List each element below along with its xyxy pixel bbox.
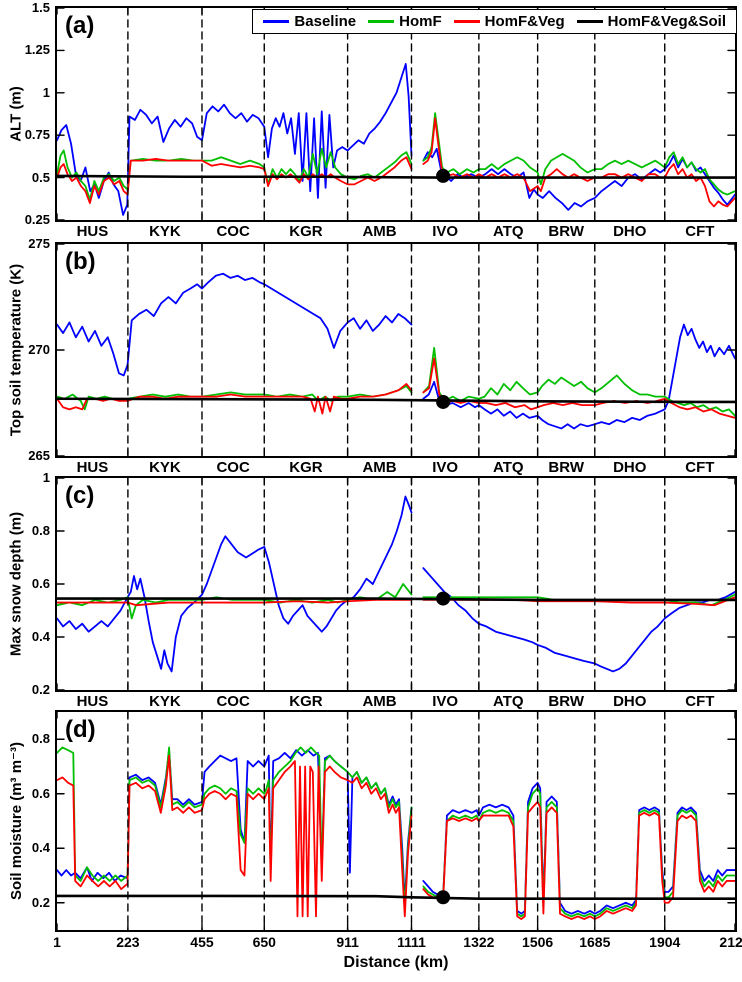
y-tick-label: 0.6 xyxy=(31,785,50,801)
panel-c-plot-max-snow-depth xyxy=(55,476,737,692)
panel-b-letter: (b) xyxy=(65,248,96,275)
y-tick-label: 0.2 xyxy=(31,894,50,910)
y-tick-label: 275 xyxy=(28,236,50,251)
legend-item-homf-veg-soil: HomF&Veg&Soil xyxy=(576,13,726,30)
x-tick-label: 2124 xyxy=(719,934,742,950)
region-label-ivo: IVO xyxy=(432,459,459,476)
legend-item-label: HomF&Veg xyxy=(484,13,565,30)
region-label-dho: DHO xyxy=(613,693,647,710)
panel-d-y-axis-title: Soil moisture (m³ m⁻³) xyxy=(8,742,25,900)
legend-line-sample xyxy=(368,20,395,23)
x-tick-label: 1685 xyxy=(579,934,611,950)
region-label-atq: ATQ xyxy=(492,459,524,476)
y-tick-label: 1 xyxy=(42,470,50,485)
region-label-atq: ATQ xyxy=(492,223,524,240)
panel-c-letter: (c) xyxy=(65,482,95,509)
region-label-dho: DHO xyxy=(613,459,647,476)
region-label-hus: HUS xyxy=(76,223,109,240)
y-tick-label: 1.25 xyxy=(24,42,50,58)
region-label-coc: COC xyxy=(216,693,250,710)
x-tick-label: 650 xyxy=(252,934,276,950)
region-label-cft: CFT xyxy=(685,223,715,240)
panel-a-plot-alt xyxy=(55,6,737,222)
y-tick-label: 1.5 xyxy=(31,0,50,15)
region-label-kyk: KYK xyxy=(149,459,181,476)
x-tick-label: 223 xyxy=(116,934,140,950)
region-label-cft: CFT xyxy=(685,459,715,476)
legend-item-label: Baseline xyxy=(294,13,357,30)
legend-item-homf: HomF xyxy=(368,13,442,30)
region-label-amb: AMB xyxy=(362,223,397,240)
x-axis-title: Distance (km) xyxy=(343,954,449,971)
region-label-brw: BRW xyxy=(548,693,584,710)
x-tick-label: 1111 xyxy=(397,934,426,950)
region-label-amb: AMB xyxy=(362,693,397,710)
region-label-kgr: KGR xyxy=(289,693,323,710)
legend-item-label: HomF xyxy=(399,13,442,30)
region-label-atq: ATQ xyxy=(492,693,524,710)
x-tick-label: 911 xyxy=(336,934,359,950)
y-tick-label: 0.8 xyxy=(31,523,50,538)
region-label-cft: CFT xyxy=(685,693,715,710)
y-tick-label: 270 xyxy=(28,342,50,357)
legend: Baseline HomF HomF&Veg HomF&Veg&Soil xyxy=(252,9,737,34)
region-label-ivo: IVO xyxy=(432,223,459,240)
y-tick-label: 0.8 xyxy=(31,731,50,747)
region-label-dho: DHO xyxy=(613,223,647,240)
region-label-hus: HUS xyxy=(76,693,109,710)
x-tick-label: 455 xyxy=(190,934,214,950)
legend-line-sample xyxy=(263,20,290,23)
panel-d-plot-soil-moisture xyxy=(55,710,737,932)
y-tick-label: 265 xyxy=(28,448,50,463)
region-label-coc: COC xyxy=(216,459,250,476)
legend-line-sample xyxy=(453,20,480,23)
region-label-coc: COC xyxy=(216,223,250,240)
panel-a-letter: (a) xyxy=(65,12,95,39)
panel-d-letter: (d) xyxy=(65,716,96,743)
y-tick-label: 0.25 xyxy=(24,212,50,227)
y-tick-label: 0.6 xyxy=(31,576,50,591)
region-label-hus: HUS xyxy=(76,459,109,476)
region-label-brw: BRW xyxy=(548,459,584,476)
region-label-kyk: KYK xyxy=(149,693,181,710)
y-tick-label: 0.2 xyxy=(31,682,50,697)
x-tick-label: 1 xyxy=(53,934,61,950)
region-label-brw: BRW xyxy=(548,223,584,240)
legend-item-homf-veg: HomF&Veg xyxy=(453,13,565,30)
region-label-kgr: KGR xyxy=(289,459,323,476)
x-tick-label: 1904 xyxy=(649,934,681,950)
region-label-kyk: KYK xyxy=(149,223,181,240)
y-tick-label: 0.4 xyxy=(31,840,50,856)
legend-item-baseline: Baseline xyxy=(263,13,356,30)
y-tick-label: 0.4 xyxy=(31,629,50,644)
y-tick-label: 0.5 xyxy=(31,169,50,185)
panel-b-plot-soil-temperature xyxy=(55,242,737,458)
y-tick-label: 1 xyxy=(42,84,50,100)
x-tick-label: 1322 xyxy=(463,934,495,950)
legend-item-label: HomF&Veg&Soil xyxy=(607,13,726,30)
region-label-amb: AMB xyxy=(362,459,397,476)
y-tick-label: 0.75 xyxy=(24,127,50,143)
x-tick-label: 1506 xyxy=(522,934,554,950)
legend-line-sample xyxy=(576,20,603,23)
region-label-kgr: KGR xyxy=(289,223,323,240)
region-label-ivo: IVO xyxy=(432,693,459,710)
